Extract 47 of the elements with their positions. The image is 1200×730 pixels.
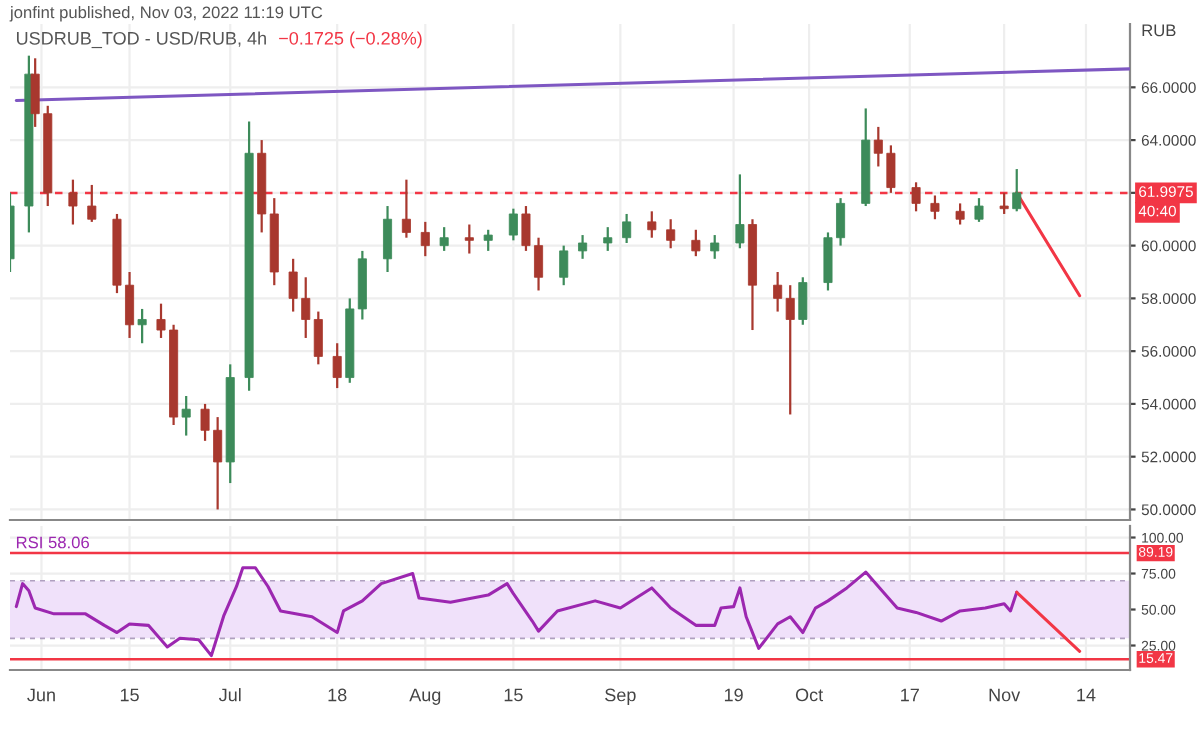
candlestick bbox=[710, 233, 720, 260]
chart-title: RSI 58.06 bbox=[16, 536, 89, 549]
x-tick-label: Sep bbox=[605, 688, 636, 705]
text: jonfint published, Nov 03, 2022 11:19 UTC bbox=[9, 6, 323, 22]
candlestick bbox=[798, 276, 808, 326]
candlestick bbox=[464, 223, 474, 255]
candlestick bbox=[1012, 168, 1022, 213]
candlestick bbox=[383, 204, 393, 274]
x-tick-label: 15 bbox=[120, 688, 139, 702]
candlestick bbox=[911, 181, 921, 213]
candlestick bbox=[622, 212, 632, 245]
y-axis-title: RUB bbox=[1142, 24, 1176, 37]
candlestick bbox=[735, 173, 745, 250]
candlestick bbox=[974, 197, 984, 223]
candlestick bbox=[999, 191, 1009, 216]
candlestick bbox=[401, 178, 411, 239]
candlestick bbox=[647, 210, 657, 239]
candlestick bbox=[332, 342, 342, 390]
x-tick-label: Jul bbox=[218, 688, 241, 702]
x-tick-label: Oct bbox=[795, 688, 824, 702]
chart-title: USDRUB_TOD - USD/RUB, 4h bbox=[16, 31, 266, 49]
candlestick bbox=[559, 244, 569, 287]
candlestick bbox=[930, 194, 940, 221]
candlestick bbox=[578, 233, 588, 260]
x-tick-label: 18 bbox=[328, 688, 347, 702]
chart-subtitle: −0.1725 (−0.28%) bbox=[279, 31, 422, 49]
candlestick bbox=[313, 310, 323, 366]
candlestick bbox=[181, 394, 191, 437]
candlestick bbox=[603, 226, 613, 252]
candlestick bbox=[68, 178, 78, 226]
line-series bbox=[14, 566, 1019, 658]
candlestick bbox=[87, 183, 97, 223]
candlestick bbox=[439, 226, 449, 252]
candlestick bbox=[420, 220, 430, 258]
x-tick-label: Jun bbox=[27, 688, 55, 702]
candlestick bbox=[137, 307, 147, 345]
candlestick bbox=[666, 218, 676, 250]
x-tick-label: 17 bbox=[901, 688, 919, 702]
x-tick-label: Aug bbox=[409, 688, 441, 705]
candlestick bbox=[691, 228, 701, 258]
x-tick-label: 15 bbox=[504, 688, 523, 702]
x-tick-label: 14 bbox=[1077, 688, 1096, 702]
candlestick bbox=[508, 207, 518, 242]
x-tick-label: Nov bbox=[989, 688, 1021, 702]
candlestick bbox=[955, 202, 965, 226]
x-tick-label: 19 bbox=[724, 688, 743, 702]
candlestick bbox=[483, 228, 493, 252]
